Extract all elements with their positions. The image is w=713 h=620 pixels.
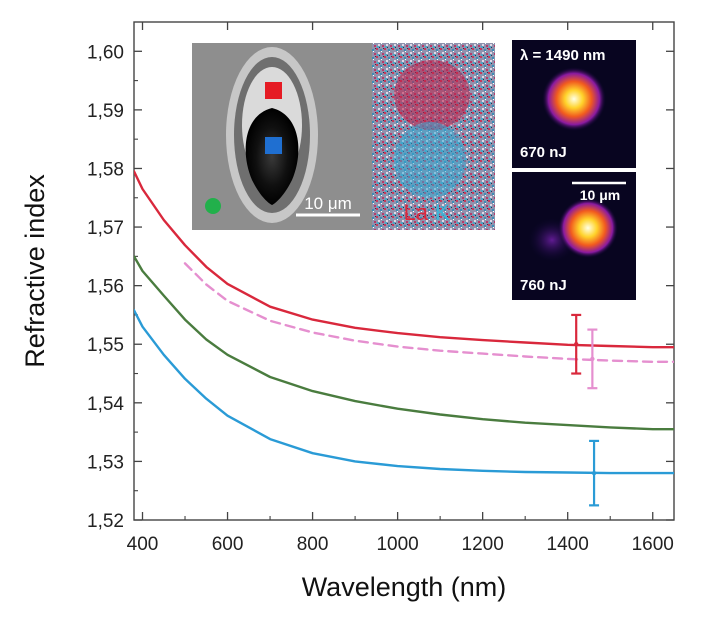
series-line-1: [134, 170, 674, 349]
x-tick-label: 600: [212, 534, 244, 555]
microscope-inset: 10 μm: [192, 43, 372, 230]
x-tick-label: 1000: [376, 534, 418, 555]
series-line-4: [134, 309, 674, 475]
y-axis: 1,52 1,53 1,54 1,55 1,56 1,57 1,58 1,59 1,60: [87, 42, 674, 532]
y-tick-label: 1,58: [87, 159, 124, 180]
green-circle-marker: [205, 198, 221, 214]
error-bar: [589, 439, 600, 507]
mode-scale-label: 10 μm: [580, 187, 620, 203]
red-square-marker: [265, 82, 282, 99]
y-tick-label: 1,53: [87, 452, 124, 473]
error-bar: [587, 328, 598, 390]
y-tick-label: 1,57: [87, 218, 124, 239]
x-tick-label: 400: [127, 534, 159, 555]
energy-label-760: 760 nJ: [520, 277, 567, 294]
energy-label-670: 670 nJ: [520, 144, 567, 161]
x-axis-title: Wavelength (nm): [302, 572, 507, 602]
composition-map-inset: La K: [372, 43, 495, 230]
fiber-core: [245, 108, 299, 205]
series-line-2: [183, 262, 674, 363]
y-tick-label: 1,56: [87, 277, 124, 298]
y-axis-title: Refractive index: [20, 174, 50, 368]
k-rich-region: [394, 122, 466, 198]
y-tick-label: 1,52: [87, 511, 124, 532]
y-tick-label: 1,55: [87, 335, 124, 356]
y-tick-label: 1,60: [87, 42, 124, 63]
x-tick-label: 1400: [547, 534, 589, 555]
error-bar: [571, 313, 582, 375]
microscope-scale-label: 10 μm: [304, 194, 352, 213]
k-label: K: [435, 200, 450, 225]
blue-square-marker: [265, 137, 282, 154]
la-label: La: [404, 200, 429, 225]
la-rich-region: [394, 60, 470, 130]
series-layer: [134, 170, 674, 475]
y-tick-label: 1,59: [87, 101, 124, 122]
wavelength-label: λ = 1490 nm: [520, 47, 605, 64]
x-tick-label: 800: [297, 534, 329, 555]
mode-image-top: λ = 1490 nm 670 nJ: [512, 40, 636, 168]
mode-bottom-spot: [558, 198, 618, 258]
mode-image-bottom: 10 μm 760 nJ: [512, 172, 636, 300]
errorbar-layer: [571, 313, 600, 507]
x-tick-label: 1600: [632, 534, 674, 555]
series-line-3: [134, 255, 674, 431]
mode-top-spot: [542, 67, 606, 131]
y-tick-label: 1,54: [87, 394, 124, 415]
x-tick-label: 1200: [462, 534, 504, 555]
x-axis: 400 600 800 1000 1200 1400 1600: [127, 22, 674, 555]
